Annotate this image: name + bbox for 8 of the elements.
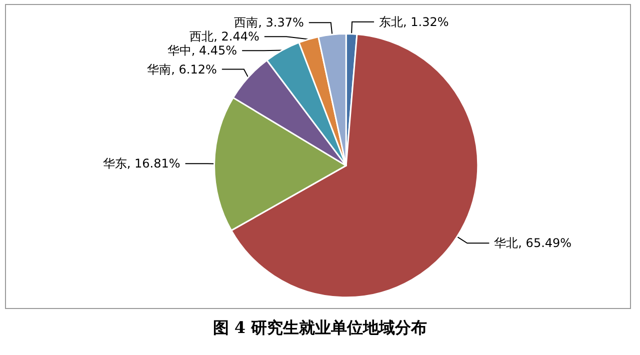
slice-label: 华南, 6.12% [147, 62, 217, 76]
slice-label: 西南, 3.37% [234, 16, 304, 30]
slice-label: 华东, 16.81% [102, 156, 180, 171]
slice-label: 西北, 2.44% [190, 30, 260, 44]
slice-label: 东北, 1.32% [379, 14, 449, 29]
slice-label: 华北, 65.49% [494, 236, 572, 250]
slice-label: 华中, 4.45% [167, 44, 238, 58]
text: 图 4 研究生就业单位地域分布 [212, 318, 428, 339]
